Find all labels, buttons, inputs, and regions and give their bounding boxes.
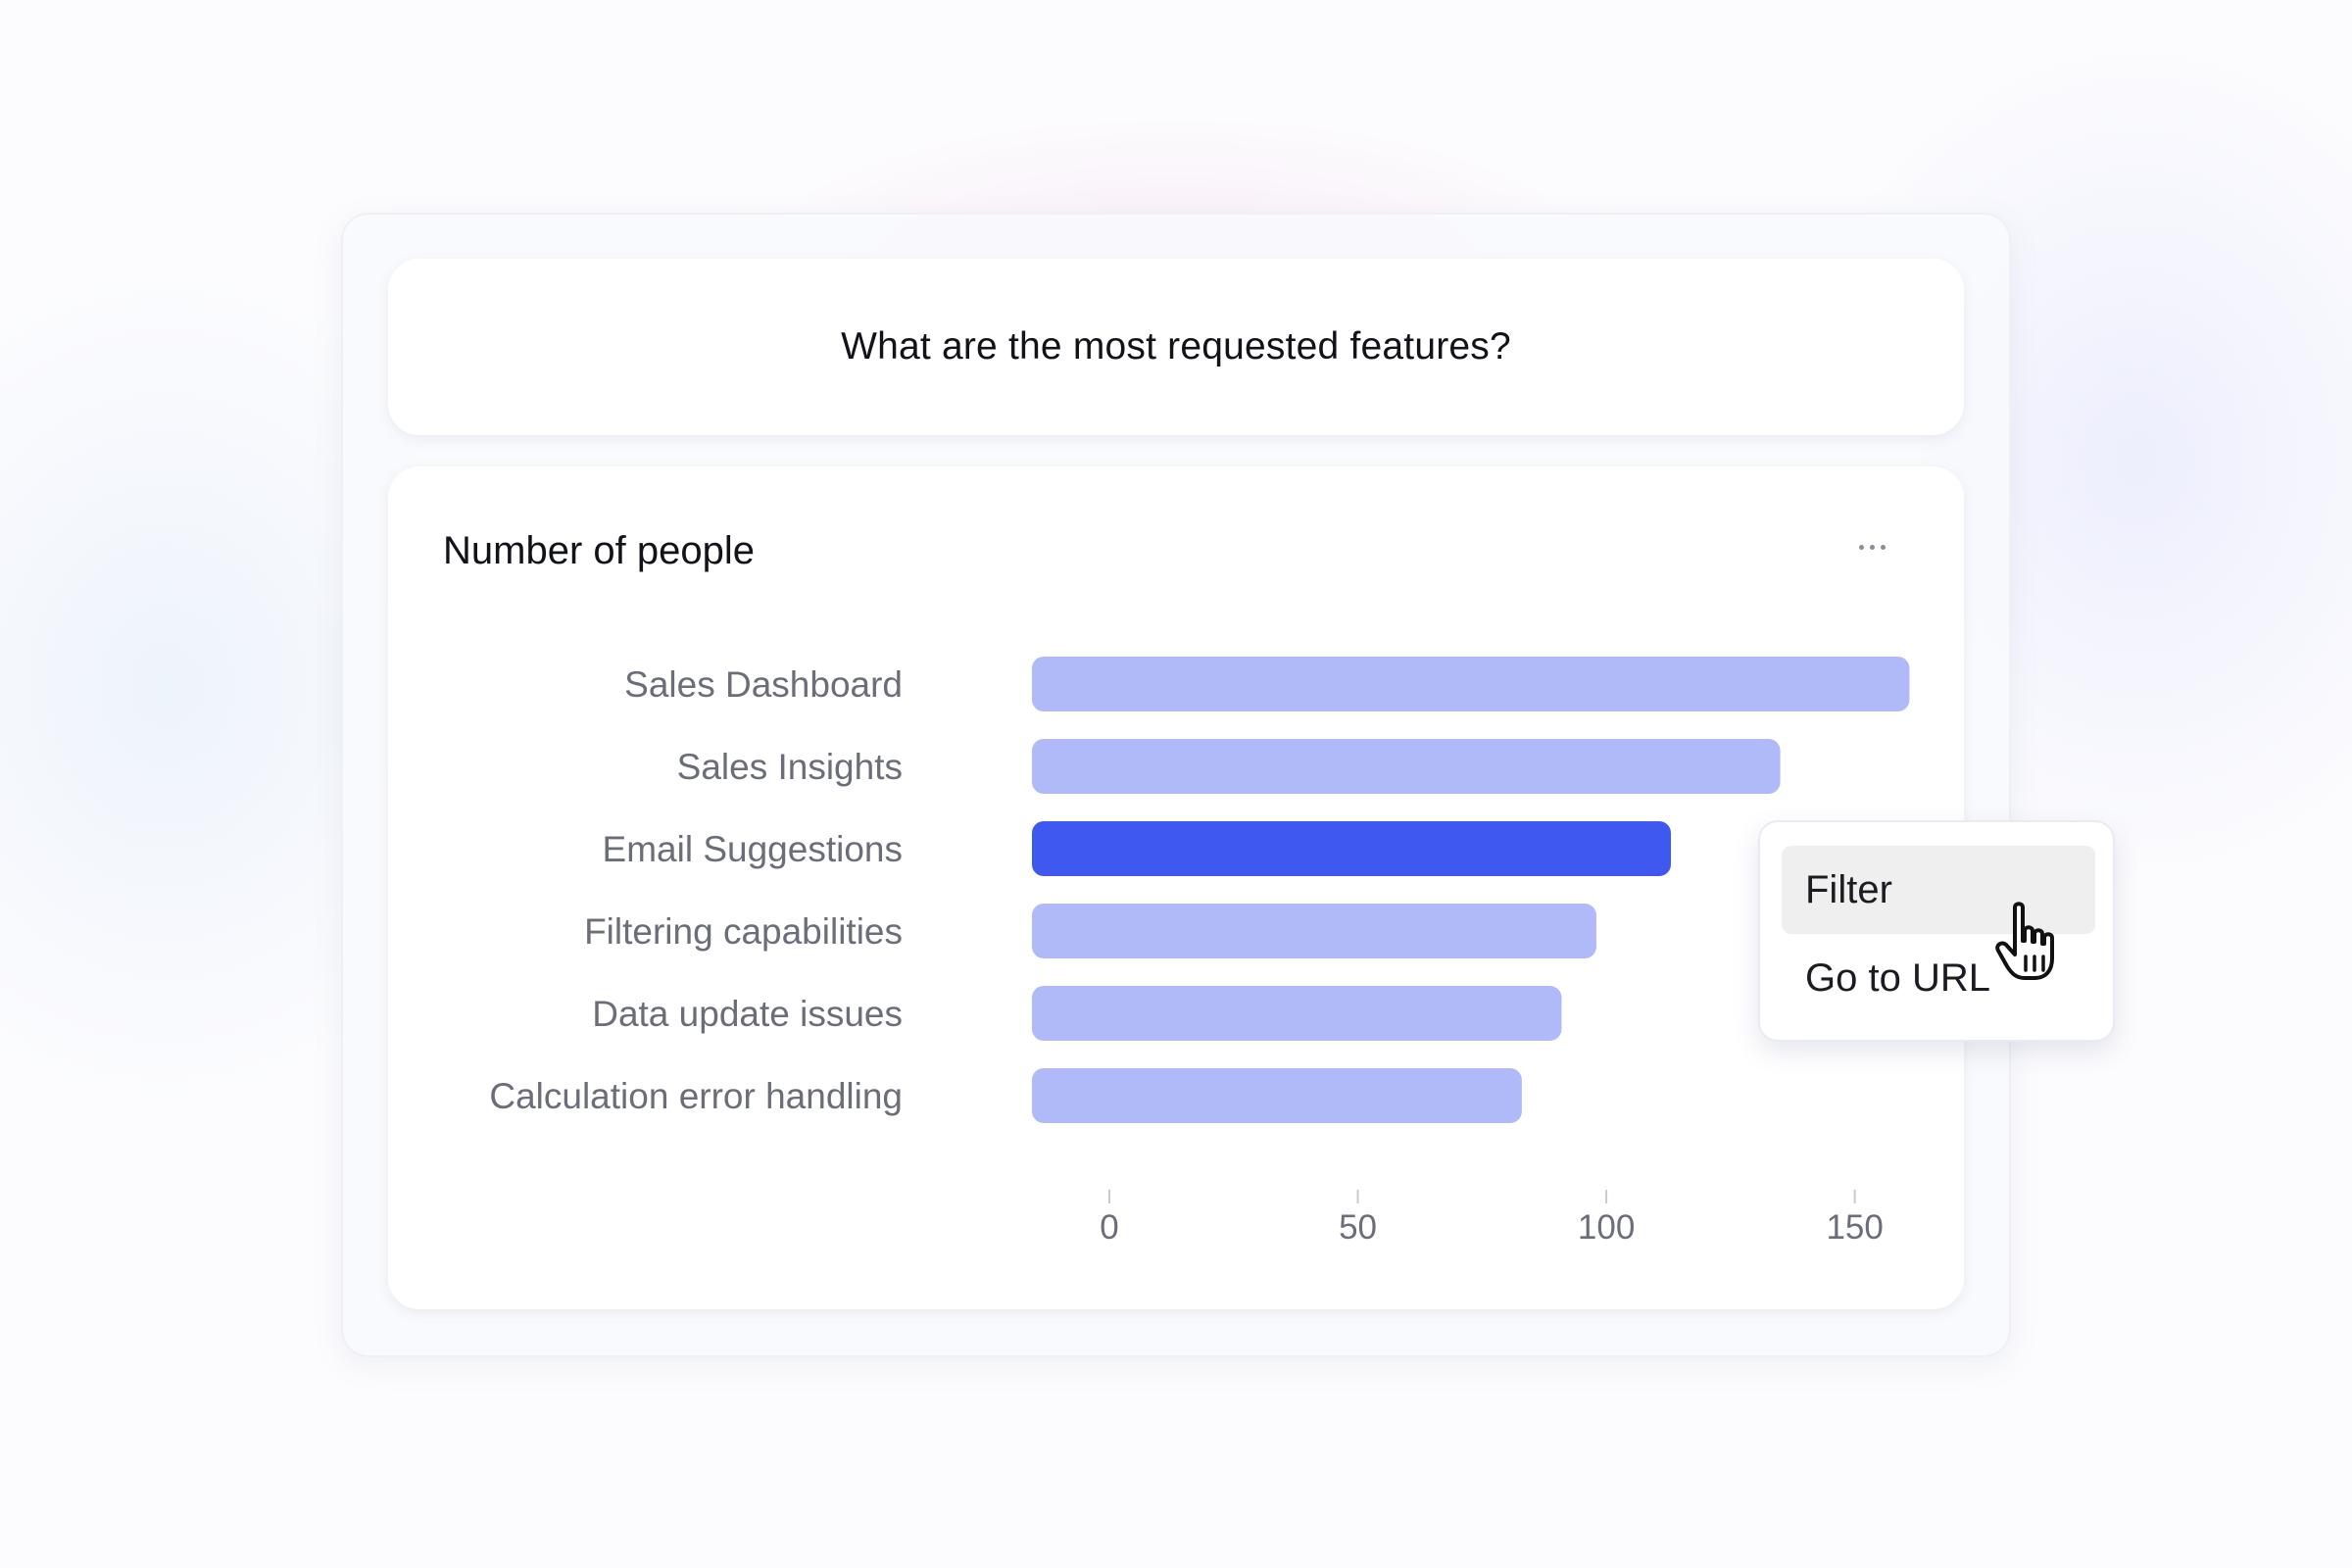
- bar-label: Sales Dashboard: [624, 664, 903, 705]
- hand-pointer-icon: [1995, 902, 2054, 980]
- bar-label: Email Suggestions: [603, 829, 903, 869]
- question-text: What are the most requested features?: [841, 325, 1511, 368]
- bar[interactable]: [1032, 739, 1781, 794]
- more-horizontal-icon: [1858, 544, 1864, 550]
- bar-label: Sales Insights: [677, 747, 903, 787]
- more-horizontal-icon-dot: [1869, 544, 1875, 550]
- x-tick-label: 50: [1339, 1208, 1377, 1247]
- menu-item-filter[interactable]: Filter: [1782, 846, 2095, 934]
- bar[interactable]: [1032, 821, 1672, 876]
- bar[interactable]: [1032, 1068, 1522, 1123]
- x-tick-label: 0: [1100, 1208, 1118, 1247]
- bar-label: Calculation error handling: [489, 1076, 903, 1116]
- question-card: What are the most requested features?: [388, 259, 1964, 435]
- chart-card: Number of people Sales Dashboard Sales In…: [388, 466, 1964, 1309]
- bar[interactable]: [1032, 657, 1910, 711]
- chart-title: Number of people: [443, 529, 755, 572]
- more-options-button[interactable]: [1844, 527, 1899, 566]
- menu-item-go-to-url[interactable]: Go to URL: [1805, 956, 1990, 1000]
- bar[interactable]: [1032, 986, 1562, 1041]
- bar[interactable]: [1032, 904, 1596, 958]
- bar-chart: Sales Dashboard Sales Insights Email Sugge…: [489, 657, 1910, 1247]
- bar-label: Filtering capabilities: [584, 911, 903, 952]
- x-tick-label: 150: [1826, 1208, 1883, 1247]
- context-menu: Filter Go to URL: [1758, 820, 2115, 1042]
- more-horizontal-icon-dot: [1880, 544, 1886, 550]
- bar-label: Data update issues: [592, 994, 903, 1034]
- x-tick-label: 100: [1578, 1208, 1635, 1247]
